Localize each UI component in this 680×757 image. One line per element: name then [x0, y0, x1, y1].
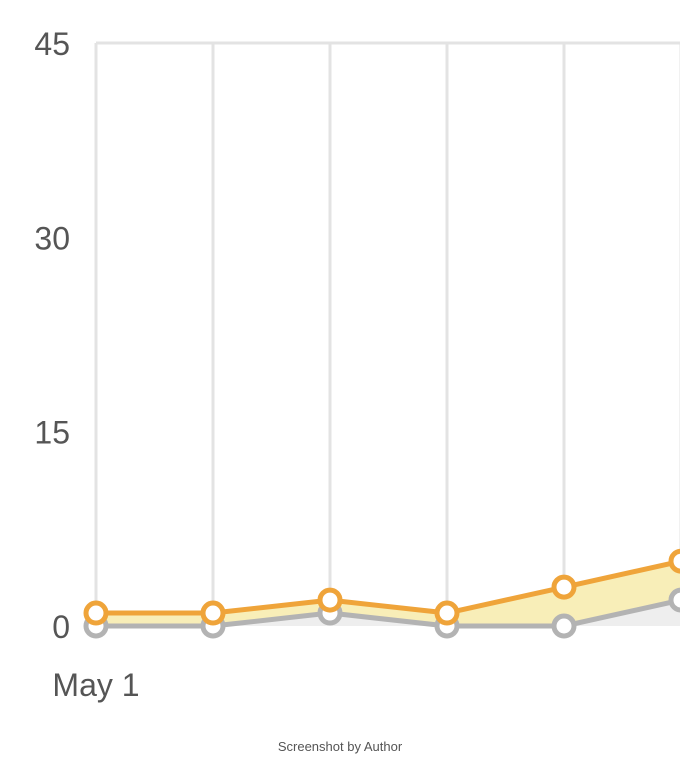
- series-1-point: [200, 600, 226, 626]
- grid-lines: [94, 41, 680, 626]
- y-tick-label: 30: [34, 220, 70, 256]
- image-caption: Screenshot by Author: [277, 739, 403, 754]
- series-1-area: [96, 561, 680, 626]
- series-1-point: [668, 548, 680, 574]
- y-tick-label: 15: [34, 415, 70, 451]
- series-1-point: [551, 574, 577, 600]
- series-2-line: [96, 597, 680, 629]
- series-1-point: [317, 587, 343, 613]
- y-tick-label: 0: [52, 609, 70, 645]
- series-2-point: [668, 587, 680, 613]
- y-axis-tick-labels: 0 15 30 45: [34, 26, 70, 645]
- series-lines: [96, 558, 680, 629]
- data-points: [83, 548, 680, 639]
- y-tick-label: 45: [34, 26, 70, 62]
- series-1-point: [83, 600, 109, 626]
- area-fills: [96, 561, 680, 626]
- x-tick-label: May 1: [52, 667, 139, 703]
- x-axis-tick-labels: May 1: [52, 667, 139, 703]
- series-1-line: [96, 558, 680, 616]
- series-2-point: [551, 613, 577, 639]
- series-1-point: [434, 600, 460, 626]
